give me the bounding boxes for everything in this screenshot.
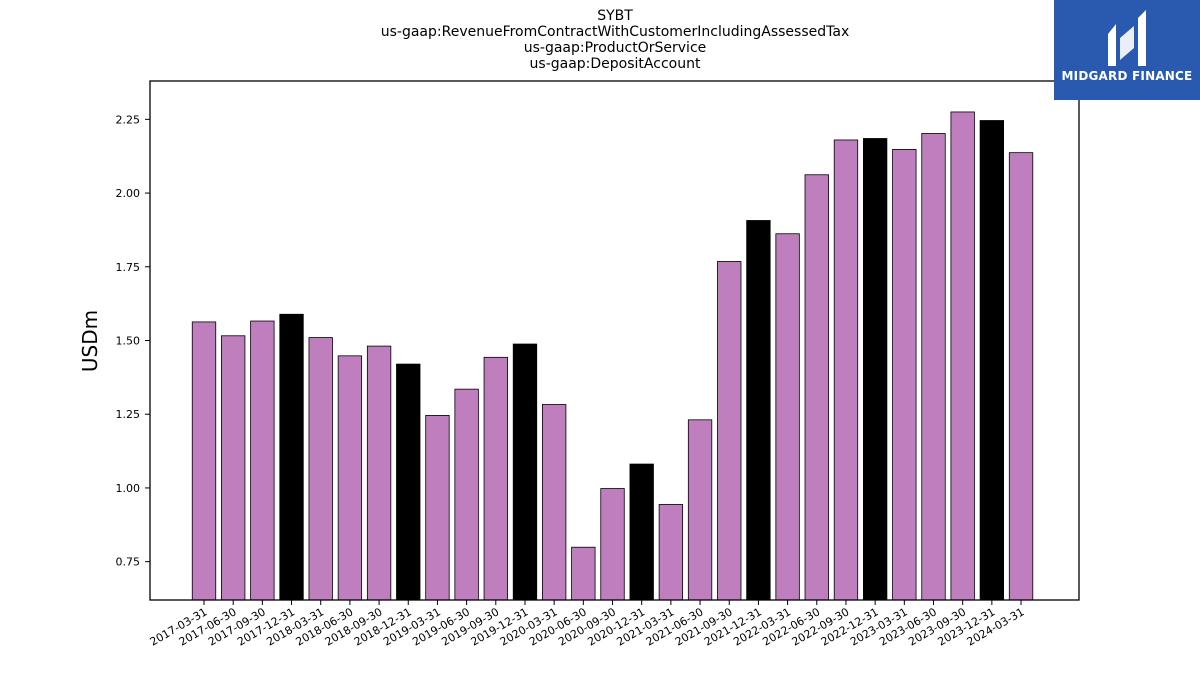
bar-2022-03-31 — [775, 233, 800, 601]
logo-wordmark: MIDGARD FINANCE — [1061, 69, 1193, 83]
y-tick-label: 0.75 — [116, 556, 141, 569]
bar-2023-06-30 — [921, 133, 946, 601]
bar-2018-09-30 — [366, 345, 392, 601]
bar-2017-06-30 — [221, 335, 246, 601]
y-tick-label: 1.75 — [116, 261, 141, 274]
bar-2022-12-31 — [862, 138, 888, 601]
x-axis: 2017-03-312017-06-302017-09-302017-12-31… — [148, 600, 1027, 649]
bar-2020-03-31 — [542, 404, 567, 601]
bar-2020-12-31 — [629, 463, 654, 601]
bar-2022-09-30 — [833, 139, 859, 601]
chart-title-line-ticker: SYBT — [597, 8, 633, 24]
bar-2020-09-30 — [600, 488, 625, 601]
plot-frame — [149, 80, 1080, 601]
bar-2017-09-30 — [250, 320, 275, 601]
bar-2018-03-31 — [308, 337, 333, 601]
bar-2023-09-30 — [950, 111, 975, 601]
y-axis: 0.75 1.00 1.25 1.50 1.75 2.00 2.25 — [116, 113, 150, 569]
chart-title-line-member: us-gaap:DepositAccount — [530, 56, 701, 72]
bar-2018-06-30 — [337, 355, 363, 601]
bar-2019-06-30 — [454, 388, 479, 601]
bar-2022-06-30 — [804, 174, 829, 601]
bar-2021-03-31 — [658, 504, 684, 601]
y-tick-label: 1.25 — [116, 408, 141, 421]
chart-title: SYBT us-gaap:RevenueFromContractWithCust… — [381, 8, 850, 72]
bar-2018-12-31 — [396, 363, 421, 601]
bar-2017-12-31 — [279, 313, 304, 601]
bar-2023-03-31 — [892, 149, 917, 601]
bar-2023-12-31 — [979, 120, 1005, 601]
bar-2021-12-31 — [746, 220, 771, 601]
bar-2019-12-31 — [512, 343, 538, 601]
y-tick-label: 2.25 — [116, 113, 141, 126]
chart-title-line-axis: us-gaap:ProductOrService — [524, 40, 707, 56]
midgard-finance-logo: MIDGARD FINANCE — [1054, 0, 1200, 100]
bar-2019-03-31 — [425, 414, 450, 601]
midgard-logo-icon — [1108, 10, 1146, 66]
bar-2024-03-31 — [1008, 152, 1034, 601]
bar-series — [191, 111, 1034, 601]
bar-2021-06-30 — [687, 419, 713, 601]
y-tick-label: 2.00 — [116, 187, 141, 200]
bar-2020-06-30 — [571, 546, 596, 601]
bar-2021-09-30 — [717, 261, 742, 601]
y-tick-label: 1.00 — [116, 482, 141, 495]
y-tick-label: 1.50 — [116, 335, 141, 348]
bar-2017-03-31 — [191, 321, 217, 601]
y-axis-label: USDm — [78, 310, 102, 372]
bar-2019-09-30 — [483, 356, 508, 601]
chart-title-line-concept: us-gaap:RevenueFromContractWithCustomerI… — [381, 24, 850, 40]
